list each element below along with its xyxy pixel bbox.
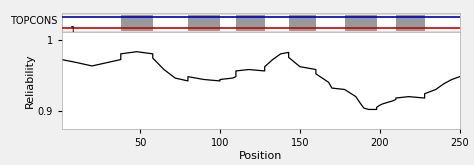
X-axis label: Position: Position — [239, 150, 283, 161]
Y-axis label: Reliability: Reliability — [25, 53, 35, 108]
Bar — [345, 15, 377, 31]
Text: TOPCONS: TOPCONS — [10, 16, 58, 26]
Bar — [236, 15, 264, 31]
Bar — [188, 15, 220, 31]
Bar — [289, 15, 316, 31]
Bar — [121, 15, 153, 31]
Text: 1: 1 — [70, 26, 76, 35]
Bar — [396, 15, 425, 31]
